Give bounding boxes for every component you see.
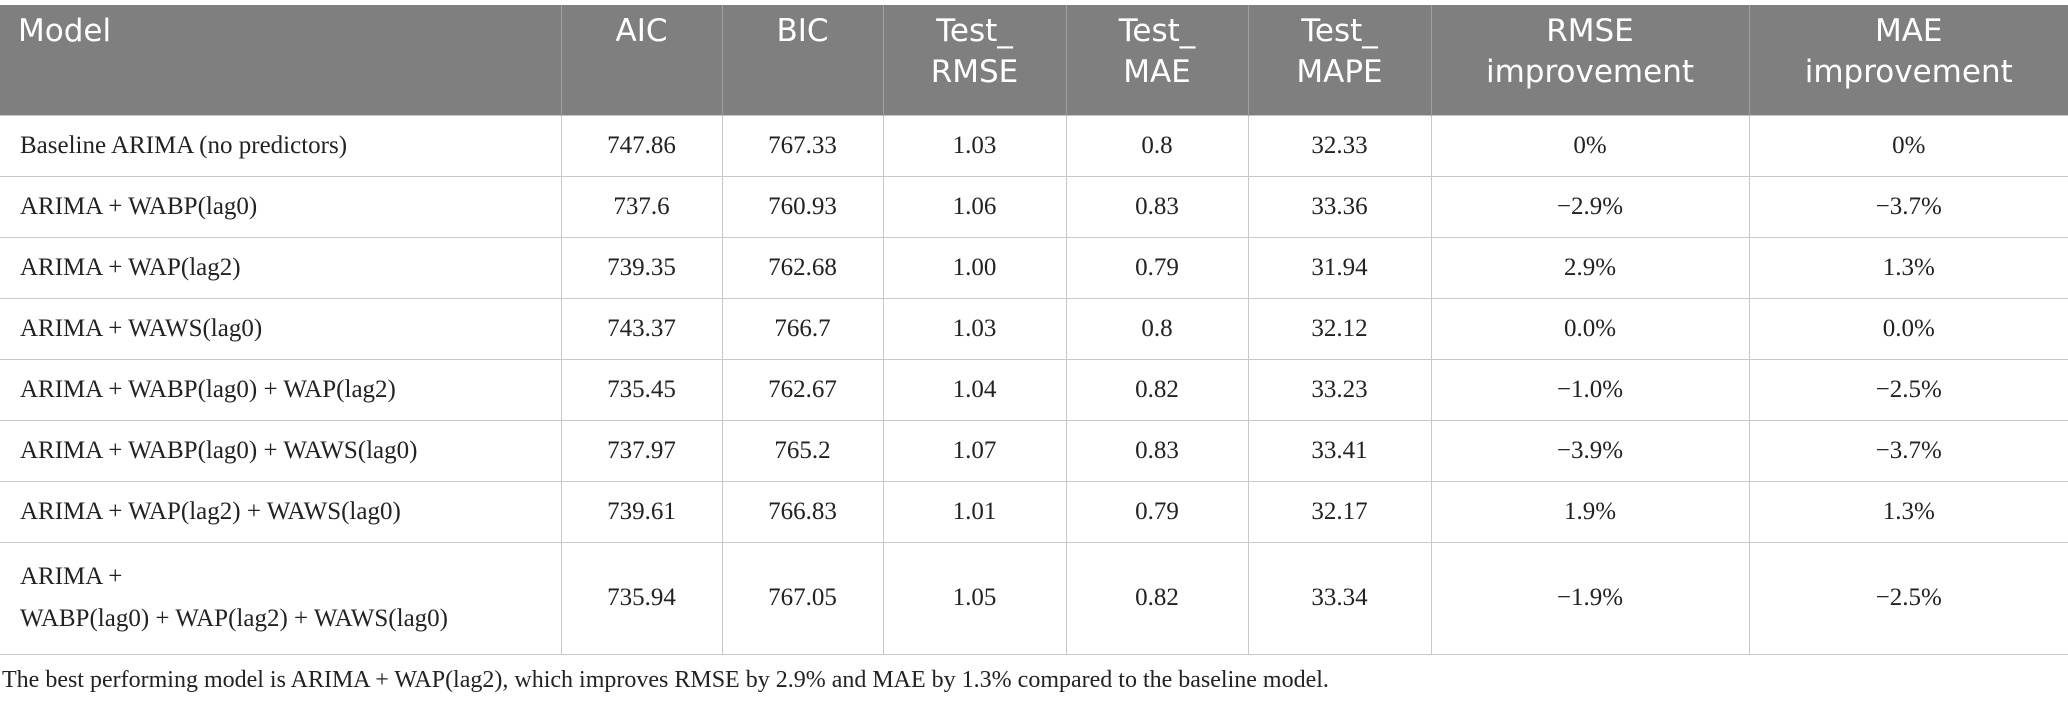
- value-cell: 32.12: [1247, 297, 1432, 360]
- value-cell: 739.61: [560, 480, 723, 543]
- value-cell: 1.03: [882, 297, 1067, 360]
- header-cell: Test_ MAPE: [1247, 5, 1431, 115]
- value-cell: 1.06: [882, 175, 1067, 238]
- value-cell: 1.3%: [1748, 480, 2068, 543]
- value-cell: 33.36: [1247, 175, 1432, 238]
- model-cell: ARIMA + WAP(lag2): [0, 236, 562, 299]
- value-cell: −3.7%: [1748, 175, 2068, 238]
- value-cell: 31.94: [1247, 236, 1432, 299]
- value-cell: 762.67: [721, 358, 884, 421]
- model-cell: Baseline ARIMA (no predictors): [0, 114, 562, 177]
- value-cell: 766.83: [721, 480, 884, 543]
- header-cell: AIC: [560, 5, 722, 115]
- value-cell: 1.00: [882, 236, 1067, 299]
- footnote: The best performing model is ARIMA + WAP…: [2, 667, 1329, 693]
- model-cell: ARIMA + WABP(lag0) + WAWS(lag0): [0, 419, 562, 482]
- header-row: Model AIC BIC Test_ RMSE Test_ MAE Test_ MAPE…: [0, 5, 2068, 115]
- value-cell: 0.8: [1065, 114, 1249, 177]
- value-cell: 0.83: [1065, 175, 1249, 238]
- value-cell: 739.35: [560, 236, 723, 299]
- value-cell: 760.93: [721, 175, 884, 238]
- value-cell: 737.6: [560, 175, 723, 238]
- value-cell: 1.04: [882, 358, 1067, 421]
- model-cell: ARIMA + WABP(lag0) + WAP(lag2) + WAWS(la…: [0, 541, 562, 655]
- value-cell: 0.8: [1065, 297, 1249, 360]
- value-cell: 1.07: [882, 419, 1067, 482]
- header-cell: RMSE improvement: [1430, 5, 1749, 115]
- value-cell: 766.7: [721, 297, 884, 360]
- model-cell: ARIMA + WABP(lag0) + WAP(lag2): [0, 358, 562, 421]
- value-cell: 2.9%: [1430, 236, 1750, 299]
- value-cell: 33.23: [1247, 358, 1432, 421]
- value-cell: 32.17: [1247, 480, 1432, 543]
- value-cell: 0.79: [1065, 236, 1249, 299]
- header-cell: Test_ RMSE: [882, 5, 1066, 115]
- table-row: ARIMA + WABP(lag0) + WAP(lag2) 735.45 762.…: [0, 358, 2068, 421]
- table-row: ARIMA + WAP(lag2) 739.35 762.68 1.00 0.79 31.…: [0, 236, 2068, 299]
- value-cell: 767.33: [721, 114, 884, 177]
- value-cell: 735.94: [560, 541, 723, 655]
- table-row: ARIMA + WABP(lag0) 737.6 760.93 1.06 0.83 33.…: [0, 175, 2068, 238]
- value-cell: 33.34: [1247, 541, 1432, 655]
- results-table: Model AIC BIC Test_ RMSE Test_ MAE Test_ MAPE…: [0, 5, 2068, 655]
- table-row: ARIMA + WAP(lag2) + WAWS(lag0) 739.61 766.…: [0, 480, 2068, 543]
- value-cell: 0.82: [1065, 358, 1249, 421]
- value-cell: −3.7%: [1748, 419, 2068, 482]
- table-row: ARIMA + WAWS(lag0) 743.37 766.7 1.03 0.8 32.1…: [0, 297, 2068, 360]
- value-cell: 767.05: [721, 541, 884, 655]
- header-cell: BIC: [721, 5, 883, 115]
- value-cell: −2.5%: [1748, 358, 2068, 421]
- model-cell: ARIMA + WAWS(lag0): [0, 297, 562, 360]
- value-cell: 0.82: [1065, 541, 1249, 655]
- value-cell: 737.97: [560, 419, 723, 482]
- value-cell: −1.0%: [1430, 358, 1750, 421]
- value-cell: 1.9%: [1430, 480, 1750, 543]
- value-cell: 32.33: [1247, 114, 1432, 177]
- value-cell: 1.3%: [1748, 236, 2068, 299]
- value-cell: 1.03: [882, 114, 1067, 177]
- value-cell: 747.86: [560, 114, 723, 177]
- header-cell: MAE improvement: [1748, 5, 2068, 115]
- value-cell: 762.68: [721, 236, 884, 299]
- value-cell: 0%: [1748, 114, 2068, 177]
- header-cell: Test_ MAE: [1065, 5, 1248, 115]
- table-body: Baseline ARIMA (no predictors) 747.86 767.…: [0, 114, 2068, 655]
- table-row: Baseline ARIMA (no predictors) 747.86 767.…: [0, 114, 2068, 177]
- value-cell: 0%: [1430, 114, 1750, 177]
- value-cell: 0.0%: [1430, 297, 1750, 360]
- model-cell: ARIMA + WAP(lag2) + WAWS(lag0): [0, 480, 562, 543]
- value-cell: 743.37: [560, 297, 723, 360]
- value-cell: 1.01: [882, 480, 1067, 543]
- value-cell: 0.79: [1065, 480, 1249, 543]
- value-cell: 33.41: [1247, 419, 1432, 482]
- value-cell: 735.45: [560, 358, 723, 421]
- value-cell: −2.9%: [1430, 175, 1750, 238]
- value-cell: −2.5%: [1748, 541, 2068, 655]
- table-row: ARIMA + WABP(lag0) + WAP(lag2) + WAWS(la…: [0, 541, 2068, 655]
- value-cell: −3.9%: [1430, 419, 1750, 482]
- header-cell: Model: [0, 5, 561, 115]
- value-cell: 0.83: [1065, 419, 1249, 482]
- value-cell: 765.2: [721, 419, 884, 482]
- model-cell: ARIMA + WABP(lag0): [0, 175, 562, 238]
- value-cell: 0.0%: [1748, 297, 2068, 360]
- value-cell: −1.9%: [1430, 541, 1750, 655]
- value-cell: 1.05: [882, 541, 1067, 655]
- table-row: ARIMA + WABP(lag0) + WAWS(lag0) 737.97 765…: [0, 419, 2068, 482]
